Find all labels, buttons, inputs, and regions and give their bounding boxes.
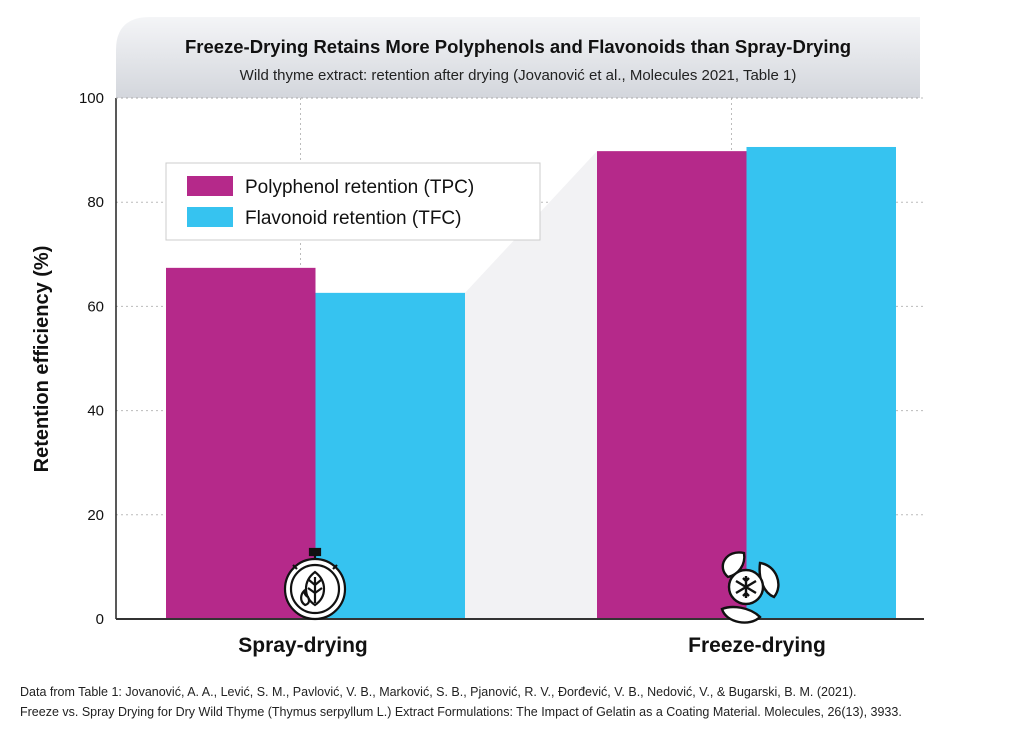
legend-label-tpc: Polyphenol retention (TPC): [245, 177, 474, 198]
leaves-snowflake-icon: [720, 551, 780, 624]
y-tick-label-80: 80: [87, 194, 104, 211]
y-tick-labels: 0 20 40 60 80 100: [79, 90, 104, 628]
bar-freeze-drying-tpc: [597, 151, 747, 619]
category-label-spray-drying: Spray-drying: [238, 634, 368, 657]
bar-freeze-drying-tfc: [746, 146, 896, 619]
stopwatch-leaf-flame-icon: [283, 547, 347, 621]
legend: Polyphenol retention (TPC) Flavonoid ret…: [165, 162, 541, 241]
footnote-line-2: Freeze vs. Spray Drying for Dry Wild Thy…: [20, 705, 902, 719]
y-tick-label-20: 20: [87, 507, 104, 524]
legend-label-tfc: Flavonoid retention (TFC): [245, 208, 461, 229]
bar-spray-drying-tfc: [315, 292, 465, 619]
title-banner: Freeze-Drying Retains More Polyphenols a…: [116, 17, 920, 99]
legend-swatch-tfc: [187, 207, 233, 227]
bars: [166, 146, 896, 619]
category-label-freeze-drying: Freeze-drying: [688, 634, 826, 657]
legend-swatch-tpc: [187, 176, 233, 196]
bar-spray-drying-tpc: [166, 267, 316, 619]
comparison-connector-band: [465, 151, 597, 619]
footnote-line-1: Data from Table 1: Jovanović, A. A., Lev…: [20, 685, 856, 699]
y-tick-label-0: 0: [96, 611, 104, 628]
chart-subtitle: Wild thyme extract: retention after dryi…: [240, 67, 797, 84]
y-tick-label-40: 40: [87, 403, 104, 420]
y-tick-label-60: 60: [87, 298, 104, 315]
y-axis-label: Retention efficiency (%): [31, 246, 53, 473]
chart-title: Freeze-Drying Retains More Polyphenols a…: [185, 36, 851, 57]
y-tick-label-100: 100: [79, 90, 104, 107]
